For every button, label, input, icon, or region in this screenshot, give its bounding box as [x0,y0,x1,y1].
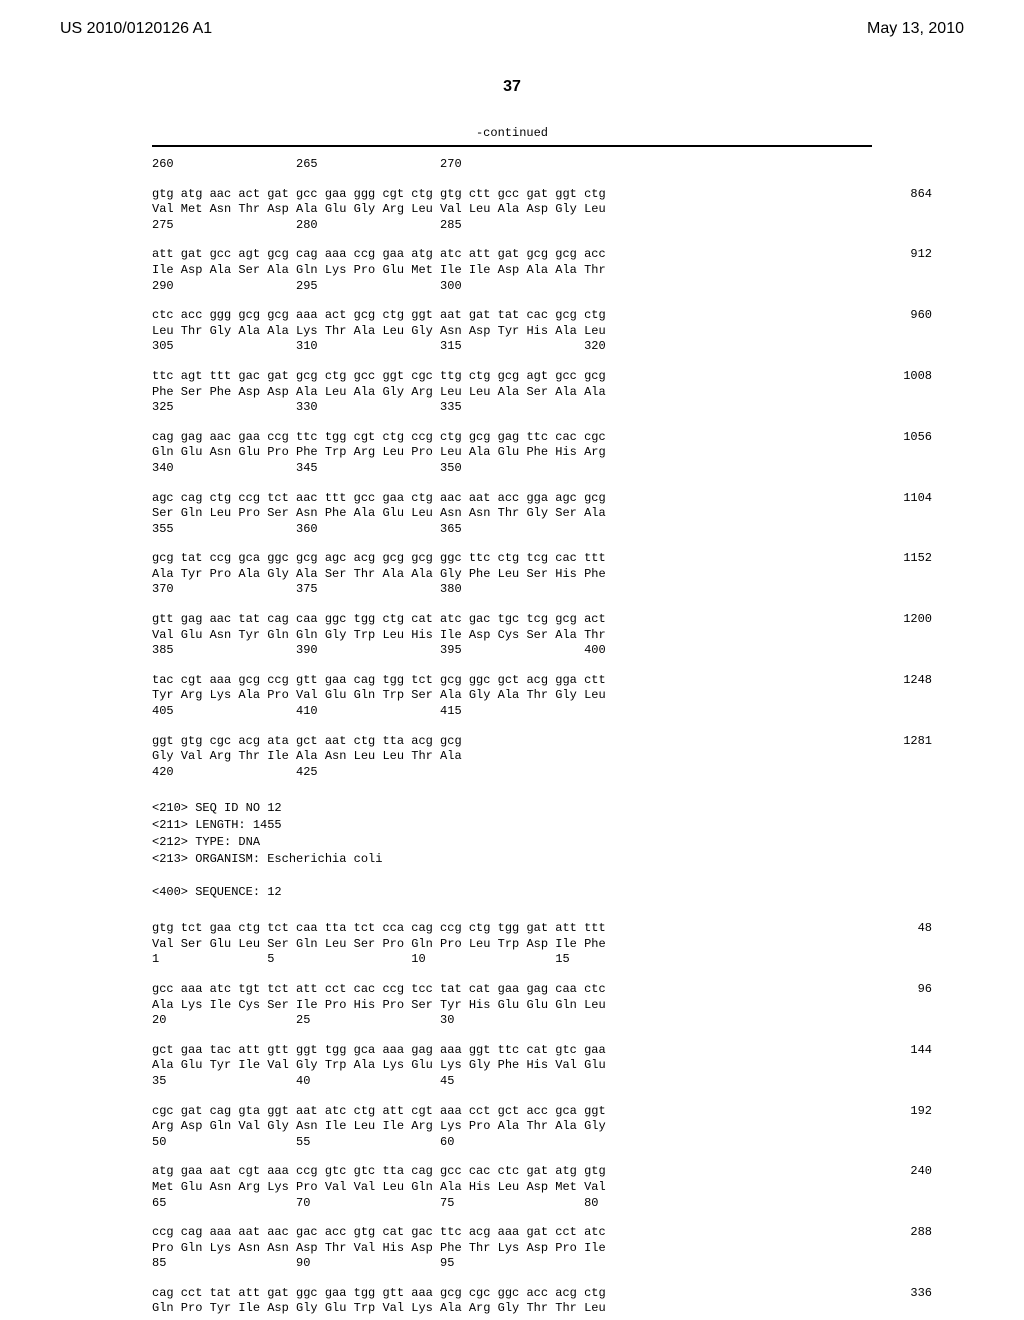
sequence-line: 65 70 75 80 [152,1196,872,1212]
sequence-position-number: 144 [910,1043,932,1059]
sequence-line: 85 90 95 [152,1256,872,1272]
sequence-position-number: 864 [910,187,932,203]
sequence-line: Val Glu Asn Tyr Gln Gln Gly Trp Leu His … [152,628,872,644]
sequence-line: Val Ser Glu Leu Ser Gln Leu Ser Pro Gln … [152,937,872,953]
sequence-line: cag gag aac gaa ccg ttc tgg cgt ctg ccg … [152,430,872,446]
sequence-line: Tyr Arg Lys Ala Pro Val Glu Gln Trp Ser … [152,688,872,704]
sequence-line: Ala Lys Ile Cys Ser Ile Pro His Pro Ser … [152,998,872,1014]
sequence-line: Val Met Asn Thr Asp Ala Glu Gly Arg Leu … [152,202,872,218]
sequence-position-number: 960 [910,308,932,324]
sequence-line: 50 55 60 [152,1135,872,1151]
sequence-block: ccg cag aaa aat aac gac acc gtg cat gac … [152,1225,872,1272]
sequence-block: ggt gtg cgc acg ata gct aat ctg tta acg … [152,734,872,781]
sequence-line: 420 425 [152,765,872,781]
sequence-line: 260 265 270 [152,157,872,173]
sequence-line: gtg atg aac act gat gcc gaa ggg cgt ctg … [152,187,872,203]
sequence-block: atg gaa aat cgt aaa ccg gtc gtc tta cag … [152,1164,872,1211]
sequence-position-number: 1281 [903,734,932,750]
sequence-line: 340 345 350 [152,461,872,477]
sequence-line: cag cct tat att gat ggc gaa tgg gtt aaa … [152,1286,872,1302]
page-number: 37 [0,78,1024,96]
sequence-position-number: 288 [910,1225,932,1241]
sequence-position-number: 1152 [903,551,932,567]
sequence-line: 385 390 395 400 [152,643,872,659]
sequence-block: agc cag ctg ccg tct aac ttt gcc gaa ctg … [152,491,872,538]
sequence-block: gtg tct gaa ctg tct caa tta tct cca cag … [152,921,872,968]
sequence-position-number: 1008 [903,369,932,385]
sequence-block: ttc agt ttt gac gat gcg ctg gcc ggt cgc … [152,369,872,416]
sequence-block: gcg tat ccg gca ggc gcg agc acg gcg gcg … [152,551,872,598]
sequence-line: 20 25 30 [152,1013,872,1029]
sequence-block: cag gag aac gaa ccg ttc tgg cgt ctg ccg … [152,430,872,477]
sequence-line: 275 280 285 [152,218,872,234]
sequence-line: Gln Glu Asn Glu Pro Phe Trp Arg Leu Pro … [152,445,872,461]
sequence-line: Phe Ser Phe Asp Asp Ala Leu Ala Gly Arg … [152,385,872,401]
sequence-block: cgc gat cag gta ggt aat atc ctg att cgt … [152,1104,872,1151]
sequence-position-number: 48 [918,921,932,937]
sequence-line: 370 375 380 [152,582,872,598]
sequence-block: tac cgt aaa gcg ccg gtt gaa cag tgg tct … [152,673,872,720]
sequence-position-number: 1200 [903,612,932,628]
sequence-line: ccg cag aaa aat aac gac acc gtg cat gac … [152,1225,872,1241]
sequence-line: Ala Tyr Pro Ala Gly Ala Ser Thr Ala Ala … [152,567,872,583]
sequence-line: ggt gtg cgc acg ata gct aat ctg tta acg … [152,734,872,750]
sequence-line: Ile Asp Ala Ser Ala Gln Lys Pro Glu Met … [152,263,872,279]
sequence-position-number: 240 [910,1164,932,1180]
publication-date: May 13, 2010 [867,20,964,38]
sequence-block: gcc aaa atc tgt tct att cct cac ccg tcc … [152,982,872,1029]
sequence-block: gtt gag aac tat cag caa ggc tgg ctg cat … [152,612,872,659]
sequence-block: 260 265 270 [152,157,872,173]
sequence-line: ttc agt ttt gac gat gcg ctg gcc ggt cgc … [152,369,872,385]
sequence-container: 260 265 270 gtg atg aac act gat gcc gaa g… [152,145,872,1317]
sequence-line: 290 295 300 [152,279,872,295]
sequence-line: gtt gag aac tat cag caa ggc tgg ctg cat … [152,612,872,628]
sequence-position-number: 1056 [903,430,932,446]
sequence-line: 355 360 365 [152,522,872,538]
sequence-line: Leu Thr Gly Ala Ala Lys Thr Ala Leu Gly … [152,324,872,340]
sequence-position-number: 96 [918,982,932,998]
sequence-line: agc cag ctg ccg tct aac ttt gcc gaa ctg … [152,491,872,507]
sequence-block: gtg atg aac act gat gcc gaa ggg cgt ctg … [152,187,872,234]
sequence-line: gcc aaa atc tgt tct att cct cac ccg tcc … [152,982,872,998]
sequence-position-number: 336 [910,1286,932,1302]
sequence-position-number: 1104 [903,491,932,507]
sequence-position-number: 1248 [903,673,932,689]
sequence-line: cgc gat cag gta ggt aat atc ctg att cgt … [152,1104,872,1120]
sequence-metadata: <210> SEQ ID NO 12 <211> LENGTH: 1455 <2… [152,800,872,901]
publication-number: US 2010/0120126 A1 [60,20,212,38]
sequence-line: 305 310 315 320 [152,339,872,355]
sequence-line: Gln Pro Tyr Ile Asp Gly Glu Trp Val Lys … [152,1301,872,1317]
sequence-line: Met Glu Asn Arg Lys Pro Val Val Leu Gln … [152,1180,872,1196]
sequence-line: Pro Gln Lys Asn Asn Asp Thr Val His Asp … [152,1241,872,1257]
sequence-line: 325 330 335 [152,400,872,416]
sequence-line: gcg tat ccg gca ggc gcg agc acg gcg gcg … [152,551,872,567]
sequence-line: tac cgt aaa gcg ccg gtt gaa cag tgg tct … [152,673,872,689]
sequence-block: cag cct tat att gat ggc gaa tgg gtt aaa … [152,1286,872,1317]
sequence-line: Arg Asp Gln Val Gly Asn Ile Leu Ile Arg … [152,1119,872,1135]
sequence-block: att gat gcc agt gcg cag aaa ccg gaa atg … [152,247,872,294]
sequence-block: ctc acc ggg gcg gcg aaa act gcg ctg ggt … [152,308,872,355]
sequence-position-number: 192 [910,1104,932,1120]
sequence-line: Ser Gln Leu Pro Ser Asn Phe Ala Glu Leu … [152,506,872,522]
sequence-line: Gly Val Arg Thr Ile Ala Asn Leu Leu Thr … [152,749,872,765]
sequence-line: atg gaa aat cgt aaa ccg gtc gtc tta cag … [152,1164,872,1180]
sequence-line: ctc acc ggg gcg gcg aaa act gcg ctg ggt … [152,308,872,324]
sequence-position-number: 912 [910,247,932,263]
sequence-line: gct gaa tac att gtt ggt tgg gca aaa gag … [152,1043,872,1059]
sequence-line: Ala Glu Tyr Ile Val Gly Trp Ala Lys Glu … [152,1058,872,1074]
sequence-line: 35 40 45 [152,1074,872,1090]
sequence-line: 1 5 10 15 [152,952,872,968]
continued-label: -continued [0,126,1024,140]
sequence-line: gtg tct gaa ctg tct caa tta tct cca cag … [152,921,872,937]
sequence-line: 405 410 415 [152,704,872,720]
sequence-line: att gat gcc agt gcg cag aaa ccg gaa atg … [152,247,872,263]
sequence-block: gct gaa tac att gtt ggt tgg gca aaa gag … [152,1043,872,1090]
